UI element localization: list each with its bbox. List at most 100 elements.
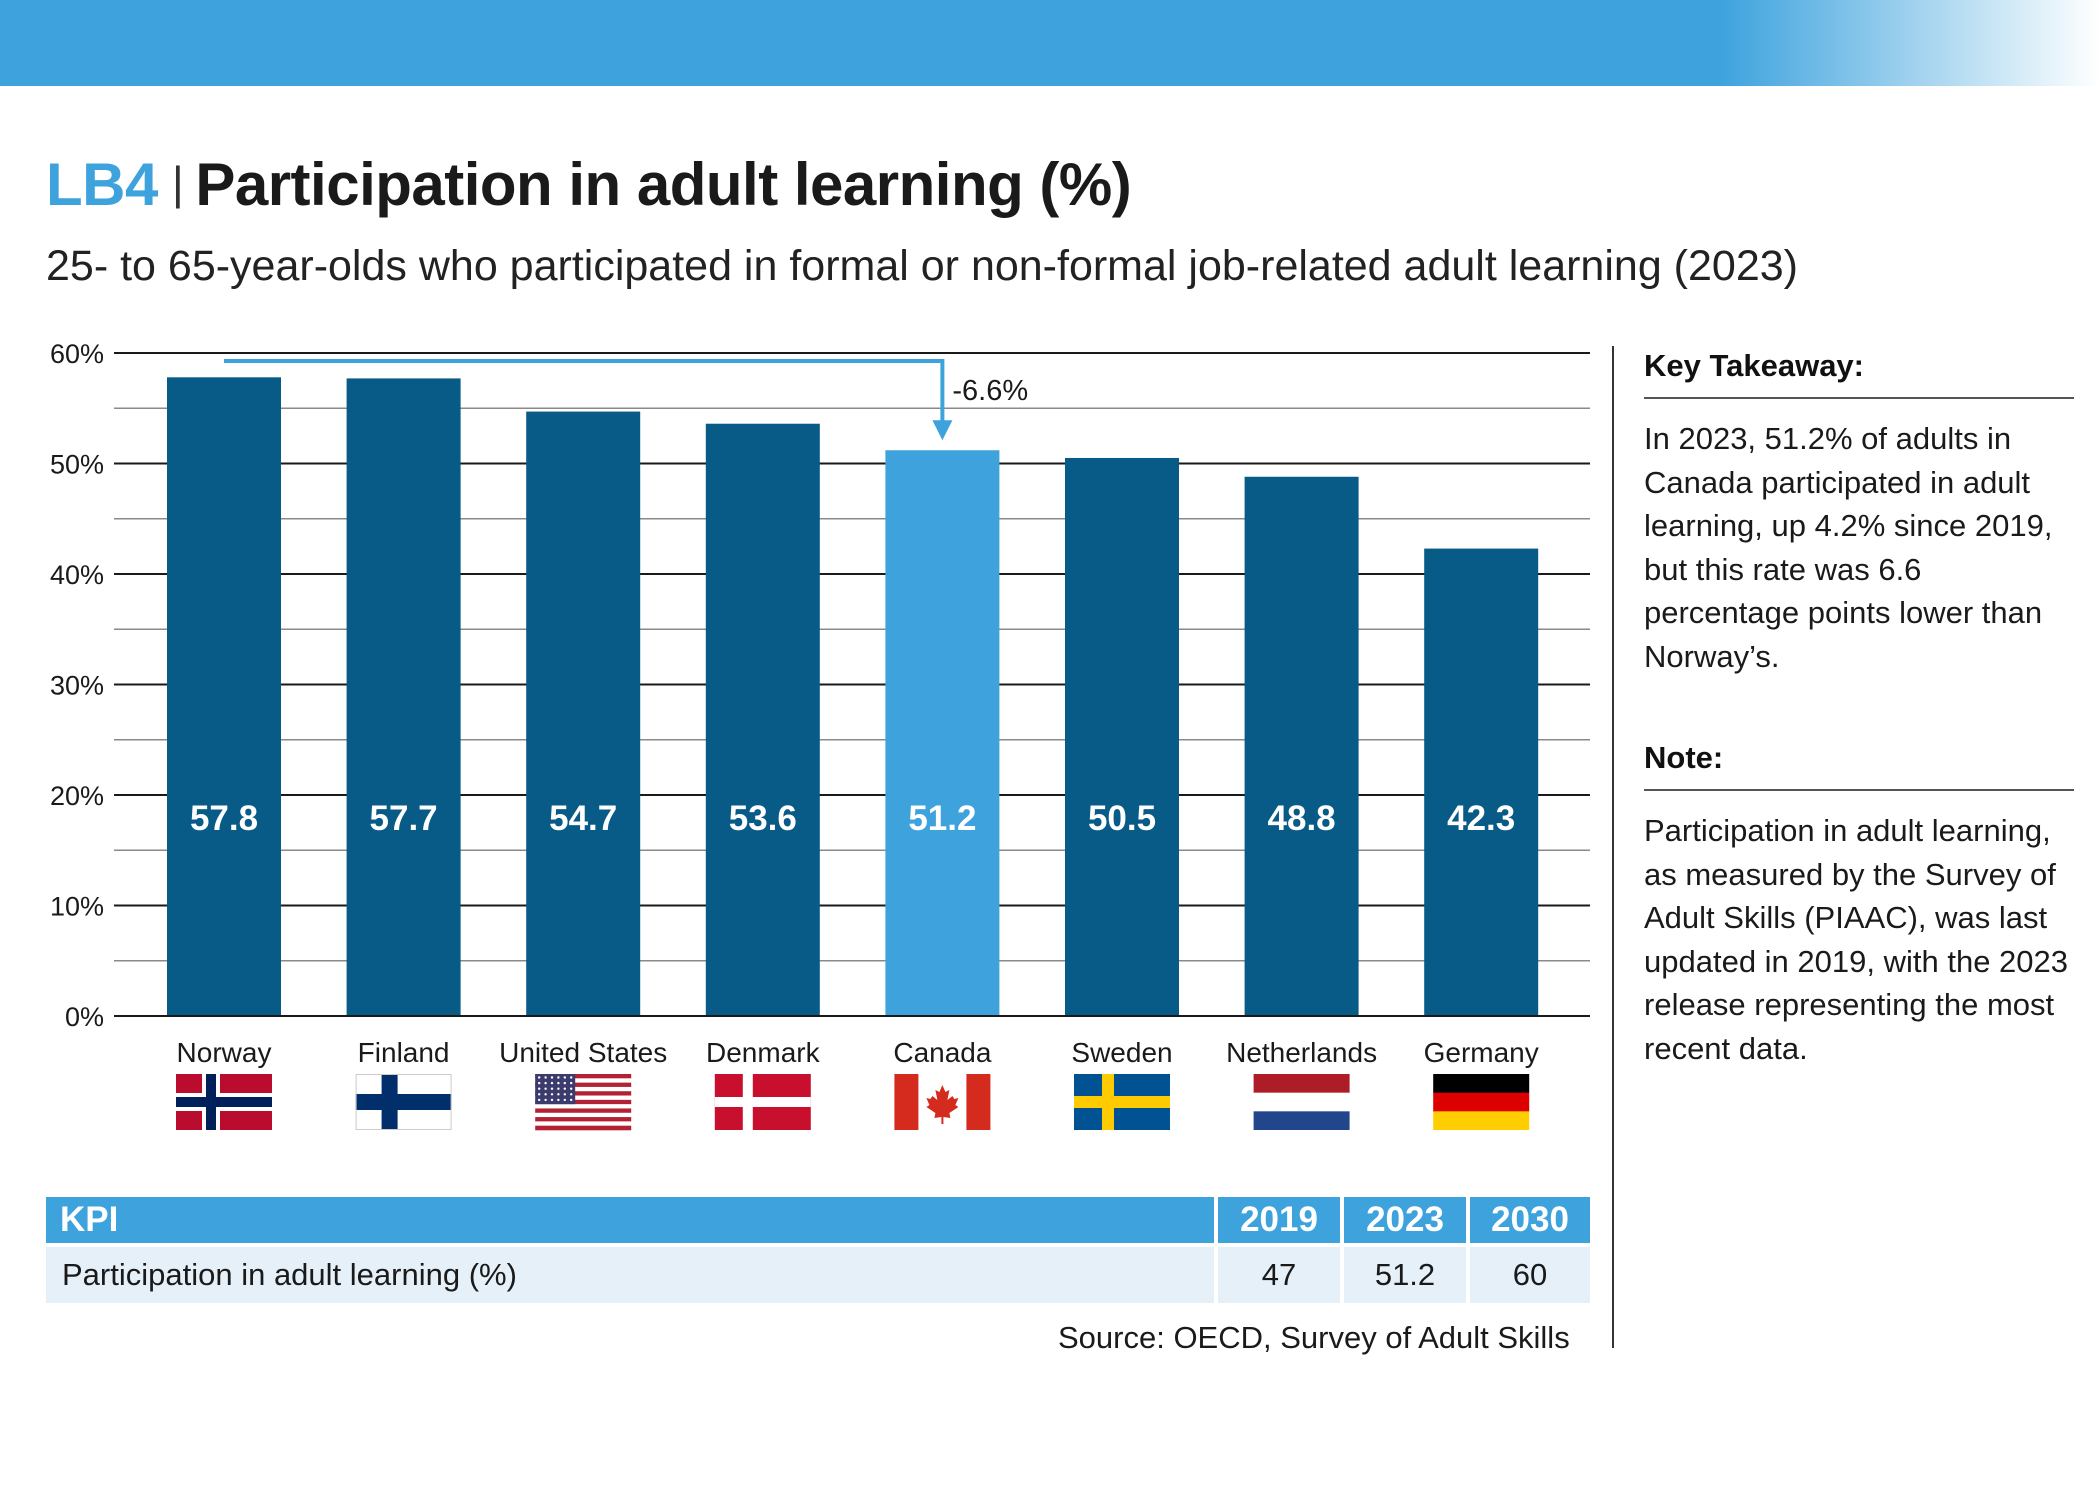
source-note: Source: OECD, Survey of Adult Skills bbox=[1058, 1320, 1570, 1355]
flag-part bbox=[1433, 1111, 1530, 1130]
data-label: 42.3 bbox=[1447, 799, 1515, 838]
flag-part bbox=[176, 1097, 272, 1107]
flag-star bbox=[550, 1093, 554, 1096]
year-2023-header: 2023 bbox=[1342, 1197, 1470, 1245]
flag-stripe bbox=[535, 1108, 632, 1114]
kpi-header-row: KPI 2019 2023 2030 bbox=[46, 1197, 1590, 1245]
flag-part bbox=[894, 1074, 919, 1130]
flag-stripe bbox=[535, 1104, 632, 1109]
germany-flag-icon bbox=[1433, 1074, 1530, 1130]
title-separator: | bbox=[171, 157, 184, 209]
flag-part bbox=[1253, 1111, 1350, 1130]
header-band bbox=[0, 0, 2100, 86]
data-label: 54.7 bbox=[549, 799, 617, 838]
note-heading: Note: bbox=[1644, 740, 1724, 775]
annotation-arrow-line bbox=[224, 359, 945, 425]
flag-star bbox=[563, 1076, 566, 1079]
finland-flag-icon bbox=[355, 1074, 452, 1130]
y-tick-label: 10% bbox=[50, 892, 104, 922]
flag-star bbox=[570, 1087, 573, 1090]
data-label: 53.6 bbox=[729, 799, 797, 838]
flag-star bbox=[570, 1076, 573, 1079]
x-tick-label: Netherlands bbox=[1226, 1037, 1377, 1068]
flag-stripe bbox=[535, 1099, 632, 1105]
data-label: 57.7 bbox=[370, 799, 438, 838]
data-label: 48.8 bbox=[1268, 799, 1336, 838]
flag-star bbox=[570, 1098, 573, 1102]
x-tick-label: Denmark bbox=[706, 1037, 821, 1068]
x-tick-label: Finland bbox=[358, 1037, 450, 1068]
data-label: 50.5 bbox=[1088, 799, 1156, 838]
flag-star bbox=[570, 1093, 573, 1096]
kpi-label: Participation in adult learning (%) bbox=[46, 1243, 1218, 1303]
annotation-arrowhead bbox=[932, 420, 953, 441]
flag-part bbox=[1433, 1092, 1530, 1112]
x-tick-label: Sweden bbox=[1071, 1037, 1172, 1068]
y-tick-label: 50% bbox=[50, 450, 104, 480]
y-tick-label: 20% bbox=[50, 781, 104, 811]
bar-canada bbox=[885, 450, 1000, 1016]
flag-star bbox=[550, 1076, 554, 1079]
flag-star bbox=[538, 1093, 541, 1096]
flag-part bbox=[1433, 1074, 1530, 1094]
flag-star bbox=[538, 1081, 541, 1085]
canada-flag-icon bbox=[894, 1074, 991, 1130]
flag-stripe bbox=[535, 1086, 632, 1092]
flag-star bbox=[538, 1076, 541, 1079]
flag-star bbox=[538, 1087, 541, 1090]
flag-stripe bbox=[535, 1125, 632, 1131]
flag-canton bbox=[535, 1074, 576, 1105]
x-tick-label: Norway bbox=[177, 1037, 272, 1068]
x-tick-label: Canada bbox=[893, 1037, 992, 1068]
netherlands-flag-icon bbox=[1253, 1074, 1350, 1130]
x-tick-label: United States bbox=[499, 1037, 667, 1068]
flag-part bbox=[714, 1097, 811, 1107]
value-2023: 51.2 bbox=[1342, 1243, 1470, 1303]
chart-code: LB4 bbox=[46, 151, 158, 218]
flag-star bbox=[550, 1087, 554, 1090]
norway-flag-icon bbox=[176, 1074, 272, 1130]
y-tick-label: 30% bbox=[50, 671, 104, 701]
bar-chart: 0% 10% 20% 30% 40% 50% 60% 57.8 Norway 57.7 Finlan… bbox=[50, 339, 1590, 1131]
data-label: 51.2 bbox=[908, 799, 976, 838]
flag-stripe bbox=[535, 1074, 632, 1079]
vertical-divider bbox=[1612, 346, 1614, 1348]
bar-germany bbox=[1424, 548, 1539, 1016]
flag-stripe bbox=[535, 1095, 632, 1101]
bar-finland bbox=[346, 378, 461, 1016]
flag-border bbox=[355, 1074, 452, 1130]
y-tick-label: 60% bbox=[50, 339, 104, 369]
chart-title: LB4 | Participation in adult learning (%) bbox=[46, 150, 1132, 219]
sweden-flag-icon bbox=[1074, 1074, 1170, 1130]
flag-part bbox=[1074, 1096, 1170, 1108]
data-label: 57.8 bbox=[190, 799, 258, 838]
flag-star bbox=[544, 1081, 547, 1085]
flag-star bbox=[563, 1098, 566, 1102]
denmark-flag-icon bbox=[714, 1074, 811, 1130]
key-takeaway-text: In 2023, 51.2% of adults in Canada parti… bbox=[1644, 421, 2053, 674]
key-takeaway-heading: Key Takeaway: bbox=[1644, 348, 1864, 383]
kpi-table: KPI 2019 2023 2030 Participation in adul… bbox=[46, 1197, 1590, 1303]
chart-subtitle: 25- to 65-year-olds who participated in … bbox=[46, 242, 1798, 290]
kpi-header: KPI bbox=[46, 1197, 1218, 1245]
note-text: Participation in adult learning, as meas… bbox=[1644, 813, 2069, 1066]
bar-denmark bbox=[705, 423, 820, 1017]
title-text: Participation in adult learning (%) bbox=[195, 151, 1132, 218]
year-2019-header: 2019 bbox=[1216, 1197, 1344, 1245]
flag-star bbox=[557, 1076, 560, 1079]
flag-part bbox=[966, 1074, 991, 1130]
flag-part bbox=[355, 1094, 452, 1110]
flag-stripe bbox=[535, 1112, 632, 1118]
flag-star bbox=[570, 1081, 573, 1085]
value-2030: 60 bbox=[1468, 1243, 1590, 1303]
bar-netherlands bbox=[1244, 476, 1359, 1016]
flag-stripe bbox=[535, 1121, 632, 1126]
flag-star bbox=[557, 1093, 560, 1096]
value-2019: 47 bbox=[1216, 1243, 1344, 1303]
flag-star bbox=[550, 1098, 554, 1102]
united-states-flag-icon bbox=[535, 1074, 632, 1131]
flag-part bbox=[1253, 1074, 1350, 1094]
flag-star bbox=[544, 1098, 547, 1102]
flag-star bbox=[563, 1081, 566, 1085]
flag-star bbox=[557, 1087, 560, 1090]
